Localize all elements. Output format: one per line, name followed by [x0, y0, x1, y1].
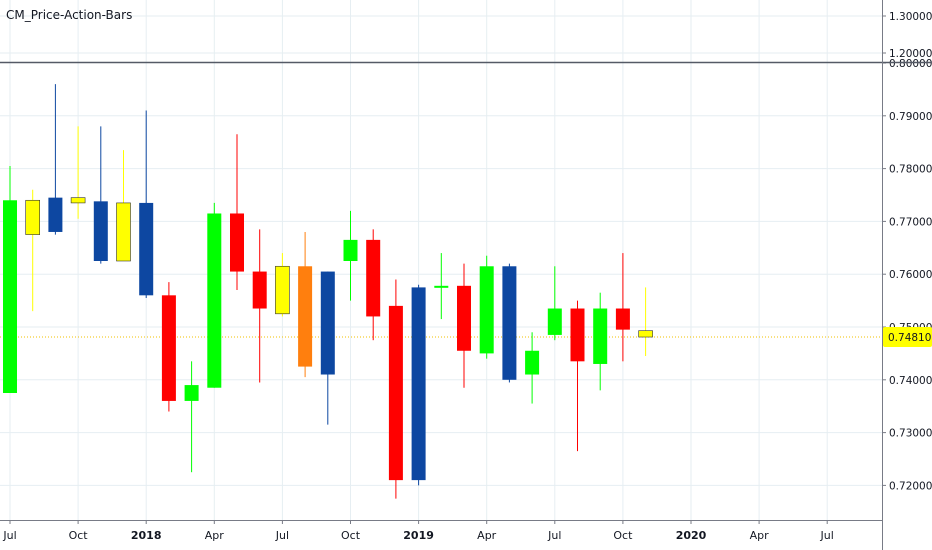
- y-tick-label: 0.77000: [889, 216, 932, 228]
- candle-body: [93, 201, 108, 261]
- candle[interactable]: [366, 229, 381, 341]
- candle[interactable]: [230, 134, 244, 291]
- y-tick-label: 0.74000: [889, 375, 932, 387]
- candle[interactable]: [615, 253, 630, 362]
- candle-body: [207, 213, 222, 388]
- x-tick-label: Jul: [2, 529, 16, 542]
- candle[interactable]: [411, 284, 426, 486]
- candle[interactable]: [434, 253, 449, 320]
- x-tick-label: Apr: [750, 529, 770, 542]
- current-price-badge: 0.74810: [883, 327, 932, 348]
- candle-body: [298, 266, 313, 367]
- candle[interactable]: [252, 229, 267, 383]
- candle-body: [161, 295, 176, 401]
- candle[interactable]: [48, 84, 63, 235]
- x-tick-label: Oct: [69, 529, 89, 542]
- y-tick-label: 0.72000: [889, 480, 932, 492]
- y-tick-label: 0.79000: [889, 111, 932, 123]
- y-tick-label: 0.76000: [889, 269, 932, 281]
- candle[interactable]: [320, 271, 335, 425]
- current-price-badge-bg: [883, 327, 932, 348]
- candle-body: [525, 350, 540, 375]
- candle[interactable]: [570, 300, 585, 452]
- candle[interactable]: [93, 126, 108, 264]
- candle[interactable]: [502, 263, 517, 383]
- candle-layer[interactable]: [3, 84, 653, 499]
- y-tick-label: 0.78000: [889, 164, 932, 176]
- candle-body: [615, 308, 630, 330]
- candle-body: [570, 308, 585, 362]
- y-tick-label: 0.80000: [889, 58, 932, 70]
- candle-body: [116, 202, 131, 262]
- x-tick-label: Apr: [477, 529, 497, 542]
- candle-body: [25, 199, 41, 235]
- x-tick-label: Jul: [547, 529, 561, 542]
- candle-body: [230, 213, 244, 272]
- candle[interactable]: [547, 266, 562, 341]
- candle[interactable]: [139, 110, 154, 298]
- upper-scale-label: 1.30000: [889, 11, 932, 23]
- candle[interactable]: [525, 332, 540, 404]
- x-tick-label: 2020: [676, 529, 707, 542]
- candle-body: [275, 265, 290, 315]
- candle-body: [139, 202, 154, 296]
- candle-body: [366, 239, 381, 317]
- candle-body: [48, 197, 63, 232]
- candle[interactable]: [343, 210, 358, 301]
- x-tick-label: Jul: [275, 529, 289, 542]
- candle-body: [252, 271, 267, 309]
- candle-body: [3, 200, 17, 393]
- candle[interactable]: [207, 202, 222, 388]
- candle-body: [411, 287, 426, 481]
- candle[interactable]: [161, 282, 176, 412]
- candle[interactable]: [116, 150, 131, 262]
- candle-body: [479, 266, 494, 354]
- candle-body: [638, 330, 653, 338]
- x-tick-label: Oct: [613, 529, 633, 542]
- candle[interactable]: [298, 231, 313, 378]
- upper-scale-label: 1.20000: [889, 48, 932, 60]
- candle[interactable]: [388, 279, 403, 499]
- candle[interactable]: [275, 253, 290, 317]
- candle-body: [457, 285, 471, 351]
- candle-body: [70, 197, 86, 204]
- candle[interactable]: [593, 292, 608, 391]
- current-price-label: 0.74810: [888, 332, 931, 344]
- candle[interactable]: [638, 287, 653, 357]
- candle-body: [434, 285, 449, 288]
- candle[interactable]: [457, 263, 471, 388]
- candle-body: [320, 271, 335, 375]
- candle[interactable]: [184, 361, 199, 473]
- x-tick-label: Jul: [820, 529, 834, 542]
- candle-body: [343, 239, 358, 261]
- x-tick-label: Oct: [341, 529, 361, 542]
- candle[interactable]: [3, 165, 17, 393]
- candle-body: [547, 308, 562, 335]
- candle-body: [388, 305, 403, 481]
- candle-body: [593, 308, 608, 364]
- candle[interactable]: [25, 189, 41, 312]
- candle-body: [184, 385, 199, 401]
- candle[interactable]: [479, 255, 494, 359]
- x-tick-label: 2018: [131, 529, 162, 542]
- candle-body: [502, 266, 517, 380]
- x-tick-label: 2019: [403, 529, 434, 542]
- x-tick-label: Apr: [205, 529, 225, 542]
- indicator-label[interactable]: CM_Price-Action-Bars: [6, 8, 133, 22]
- y-tick-label: 0.73000: [889, 428, 932, 440]
- candle[interactable]: [70, 126, 86, 219]
